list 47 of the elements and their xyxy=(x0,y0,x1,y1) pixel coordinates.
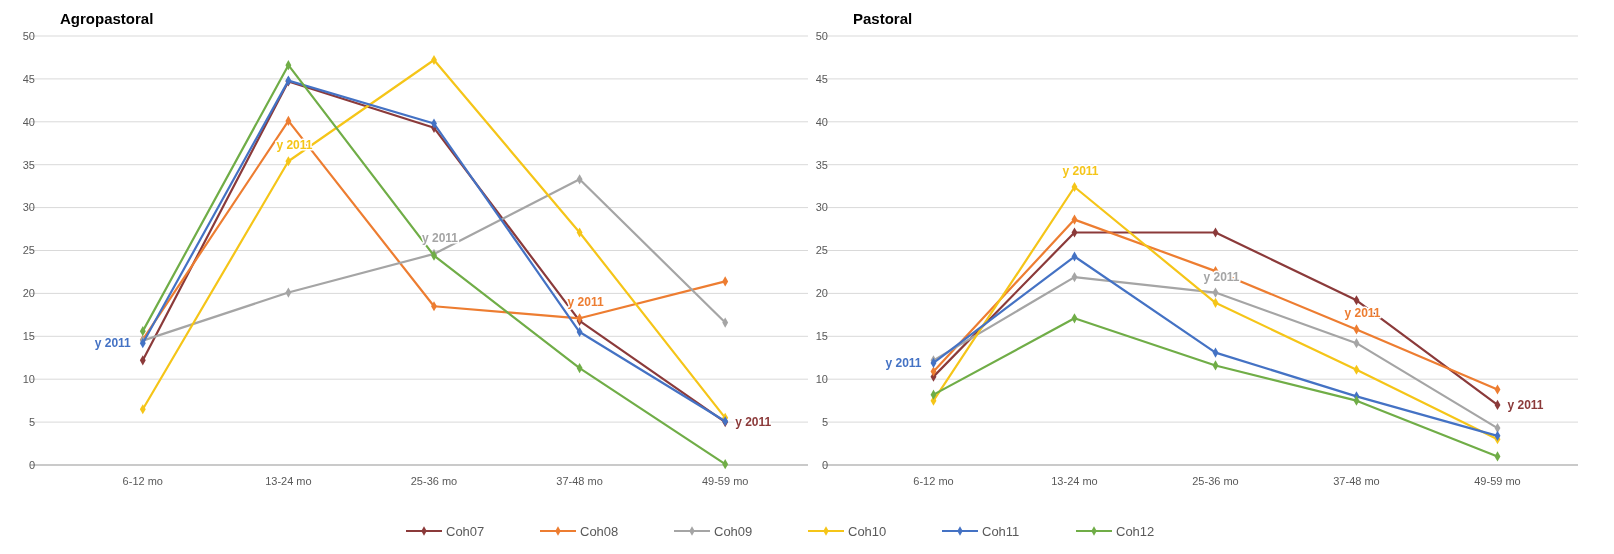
legend-label: Coh08 xyxy=(580,523,619,539)
x-tick-label: 37-48 mo xyxy=(556,475,603,487)
y-tick-label: 20 xyxy=(815,287,828,300)
x-tick-label: 25-36 mo xyxy=(1192,475,1239,487)
x-tick-label: 49-59 mo xyxy=(701,475,749,487)
y-tick-label: 25 xyxy=(815,244,828,257)
annotation: y 2011 xyxy=(735,415,772,430)
annotation: y 2011 xyxy=(1062,164,1099,179)
legend-label: Coh12 xyxy=(1116,523,1155,539)
y-tick-label: 50 xyxy=(815,29,828,42)
y-tick-label: 15 xyxy=(815,330,828,343)
y-tick-label: 50 xyxy=(22,29,35,42)
y-tick-label: 40 xyxy=(22,115,35,128)
y-tick-label: 25 xyxy=(22,244,35,257)
y-tick-label: 0 xyxy=(28,458,35,471)
annotation: y 2011 xyxy=(1507,397,1544,412)
y-tick-label: 30 xyxy=(815,201,828,214)
annotation: y 2011 xyxy=(885,355,922,370)
x-tick-label: 6-12 mo xyxy=(122,475,163,487)
x-tick-label: 6-12 mo xyxy=(913,475,954,487)
y-tick-label: 35 xyxy=(815,158,828,171)
legend-label: Coh10 xyxy=(848,523,887,539)
x-tick-label: 49-59 mo xyxy=(1474,475,1521,487)
y-tick-label: 10 xyxy=(22,373,35,386)
y-tick-label: 5 xyxy=(821,415,828,428)
y-tick-label: 35 xyxy=(22,158,35,171)
y-tick-label: 0 xyxy=(821,458,828,471)
annotation: y 2011 xyxy=(421,230,459,245)
annotation: y 2011 xyxy=(567,295,604,310)
x-tick-label: 37-48 mo xyxy=(1333,475,1380,487)
y-tick-label: 5 xyxy=(28,415,35,428)
y-tick-label: 15 xyxy=(22,330,35,343)
x-tick-label: 25-36 mo xyxy=(410,475,458,487)
y-tick-label: 10 xyxy=(815,373,828,386)
legend-label: Coh07 xyxy=(446,523,485,539)
x-tick-label: 13-24 mo xyxy=(1051,475,1098,487)
y-tick-label: 45 xyxy=(22,72,35,85)
annotation: y 2011 xyxy=(94,336,132,351)
y-tick-label: 45 xyxy=(815,72,828,85)
y-tick-label: 30 xyxy=(22,201,35,214)
y-tick-label: 40 xyxy=(815,115,828,128)
legend-label: Coh09 xyxy=(714,523,753,539)
chart-title: Pastoral xyxy=(853,10,913,27)
legend-label: Coh11 xyxy=(982,523,1020,539)
chart-title: Agropastoral xyxy=(60,10,154,27)
y-tick-label: 20 xyxy=(22,287,35,300)
x-tick-label: 13-24 mo xyxy=(265,475,312,487)
